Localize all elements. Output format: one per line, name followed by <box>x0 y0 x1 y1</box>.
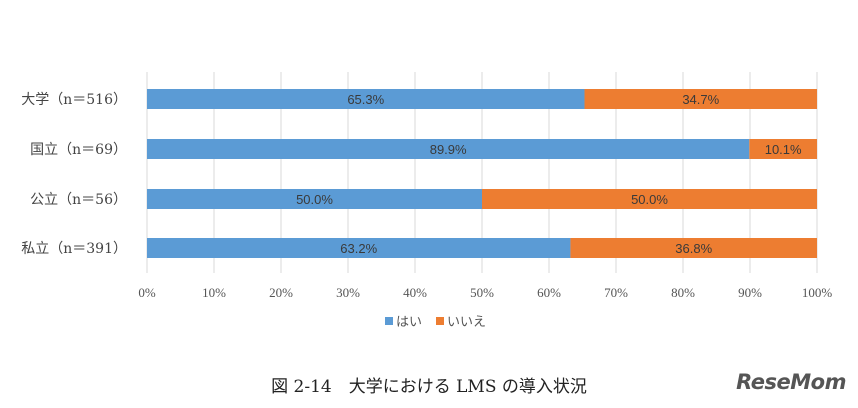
data-label: 50.0% <box>631 192 668 207</box>
data-label: 34.7% <box>682 92 719 107</box>
category-label: 公立（n＝56） <box>30 192 127 208</box>
category-label: 大学（n＝516） <box>21 92 127 108</box>
x-tick-label: 30% <box>336 285 360 300</box>
x-tick-label: 20% <box>269 285 293 300</box>
legend-swatch <box>436 317 444 325</box>
category-label: 国立（n＝69） <box>30 142 127 158</box>
x-tick-label: 60% <box>537 285 561 300</box>
x-tick-label: 100% <box>802 285 833 300</box>
bar-no <box>584 89 817 109</box>
data-label: 36.8% <box>675 241 712 256</box>
bar-yes <box>147 139 750 159</box>
bar-no <box>749 139 817 159</box>
bar-no <box>570 238 817 258</box>
data-label: 89.9% <box>430 142 467 157</box>
data-label: 65.3% <box>347 92 384 107</box>
x-tick-label: 70% <box>604 285 628 300</box>
stacked-bar-chart: 0% 10% 20% 30% 40% 50% 60% 70% 80% 90% 100% 大学（n＝51… <box>21 72 833 330</box>
legend-swatch <box>385 317 393 325</box>
x-tick-label: 0% <box>138 285 156 300</box>
bar-yes <box>147 238 571 258</box>
legend-label: はい <box>396 315 422 330</box>
x-tick-label: 80% <box>671 285 695 300</box>
resemom-logo: ReseMom <box>736 370 846 394</box>
data-label: 63.2% <box>340 241 377 256</box>
x-tick-label: 90% <box>738 285 762 300</box>
figure-caption: 図 2-14 大学における LMS の導入状況 <box>271 377 587 397</box>
bar-no <box>482 189 817 209</box>
data-label: 10.1% <box>765 142 802 157</box>
category-label: 私立（n＝391） <box>21 241 127 257</box>
x-tick-label: 10% <box>202 285 226 300</box>
bar-yes <box>147 189 482 209</box>
data-label: 50.0% <box>296 192 333 207</box>
bar-yes <box>147 89 585 109</box>
legend-label: いいえ <box>447 315 486 330</box>
x-tick-label: 40% <box>403 285 427 300</box>
x-tick-label: 50% <box>470 285 494 300</box>
